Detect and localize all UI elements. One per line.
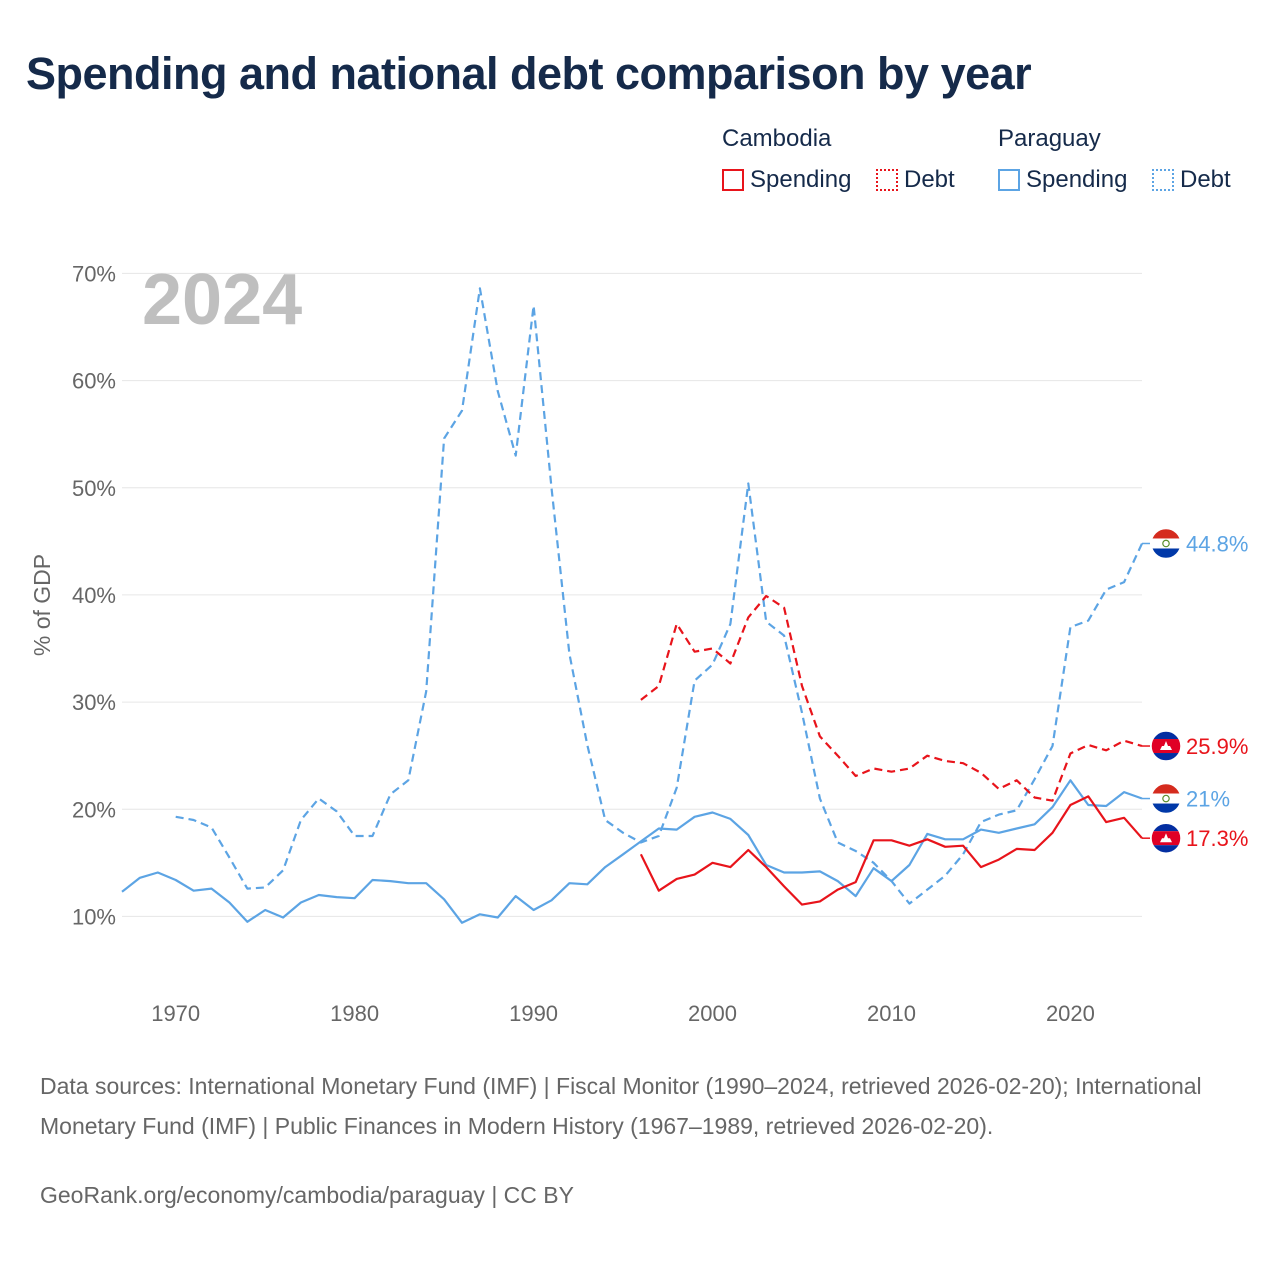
x-axis-ticks: 1970 1980 1990 2000 2010 2020 [151, 1001, 1095, 1026]
legend-swatch-dotted-icon [1152, 169, 1174, 191]
legend-paraguay-title: Paraguay [998, 125, 1101, 152]
cambodia-flag-icon [1150, 730, 1182, 762]
legend-label: Debt [904, 166, 955, 193]
credit-link[interactable]: GeoRank.org/economy/cambodia/paraguay | … [40, 1182, 574, 1208]
x-tick-label: 2010 [867, 1001, 916, 1026]
legend-paraguay-debt[interactable]: Debt [1152, 166, 1231, 194]
y-tick-label: 60% [72, 369, 116, 394]
x-tick-label: 1990 [509, 1001, 558, 1026]
year-watermark: 2024 [142, 260, 302, 340]
legend-cambodia-title: Cambodia [722, 125, 832, 152]
end-value-label: 25.9% [1186, 734, 1248, 759]
y-tick-label: 40% [72, 583, 116, 608]
legend-cambodia-spending[interactable]: Spending [722, 166, 851, 194]
paraguay-flag-icon [1150, 527, 1182, 560]
cambodia-flag-icon [1150, 822, 1182, 854]
legend-label: Spending [1026, 166, 1128, 193]
paraguay-flag-icon [1150, 782, 1182, 815]
gridlines [122, 272, 1142, 917]
series-end-labels: 44.8% 21% 25.9% 17.3% [1142, 527, 1248, 854]
paraguay-debt-line[interactable] [175, 287, 1143, 905]
end-value-label: 21% [1186, 787, 1230, 812]
paraguay-spending-line[interactable] [121, 779, 1143, 924]
y-tick-label: 70% [72, 261, 116, 286]
legend-swatch-dotted-icon [876, 169, 898, 191]
y-axis-ticks: 10% 20% 30% 40% 50% 60% 70% [72, 261, 116, 929]
data-sources: Data sources: International Monetary Fun… [40, 1073, 1202, 1139]
legend-paraguay-spending[interactable]: Spending [998, 166, 1127, 194]
y-tick-label: 10% [72, 904, 116, 929]
y-tick-label: 30% [72, 690, 116, 715]
legend-swatch-solid-icon [722, 169, 744, 191]
x-tick-label: 1970 [151, 1001, 200, 1026]
line-chart: 2024 10% 20% 30% 40% 50% 60% 70% 1970 1980 1990 2… [29, 260, 1248, 1026]
y-tick-label: 50% [72, 476, 116, 501]
x-tick-label: 2000 [688, 1001, 737, 1026]
cambodia-spending-line[interactable] [639, 795, 1143, 906]
x-tick-label: 2020 [1046, 1001, 1095, 1026]
legend-cambodia-debt[interactable]: Debt [876, 166, 955, 194]
end-value-label: 44.8% [1186, 531, 1248, 556]
cambodia-debt-line[interactable] [640, 594, 1143, 802]
legend-label: Debt [1180, 166, 1231, 193]
legend-label: Spending [750, 166, 852, 193]
series-lines [121, 287, 1143, 924]
end-value-label: 17.3% [1186, 826, 1248, 851]
y-tick-label: 20% [72, 797, 116, 822]
y-axis-label: % of GDP [29, 554, 55, 656]
legend-swatch-solid-icon [998, 169, 1020, 191]
chart-title: Spending and national debt comparison by… [26, 48, 1032, 99]
x-tick-label: 1980 [330, 1001, 379, 1026]
